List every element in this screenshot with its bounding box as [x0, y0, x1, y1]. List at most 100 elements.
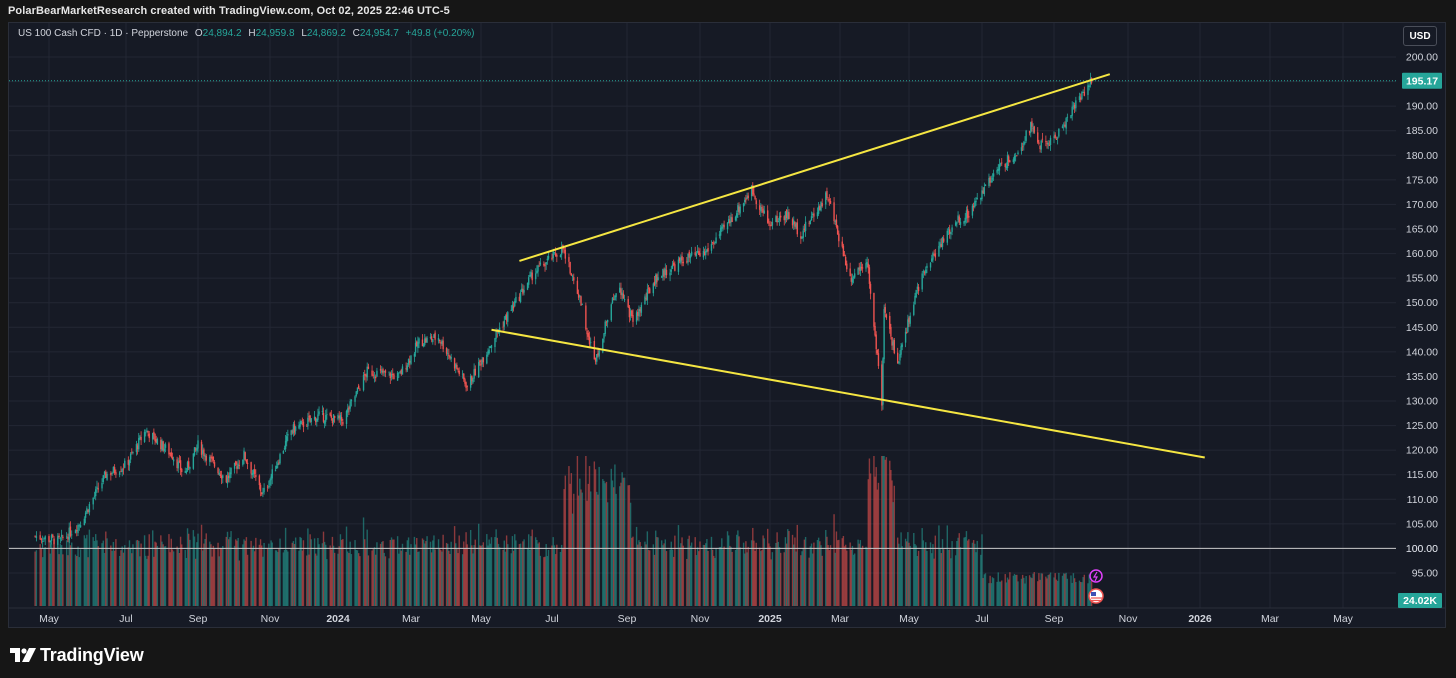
volume-bar — [696, 547, 699, 606]
volume-bar — [587, 483, 589, 606]
candle-body — [755, 200, 757, 205]
candle-body — [432, 339, 434, 343]
volume-bar — [778, 547, 781, 606]
candle-body — [571, 275, 574, 277]
candle-body — [529, 274, 531, 277]
volume-bar — [322, 531, 325, 606]
candle-body — [1048, 144, 1051, 146]
volume-bar — [522, 541, 524, 606]
volume-bar — [339, 534, 342, 606]
volume-bar — [523, 539, 525, 606]
volume-tag-label: 24.02K — [1403, 595, 1437, 607]
volume-bar — [185, 558, 188, 606]
candle-body — [434, 332, 436, 340]
candle-body — [323, 421, 326, 424]
candle-body — [65, 536, 68, 538]
volume-bar — [478, 523, 480, 606]
candle-body — [882, 358, 884, 405]
volume-bar — [543, 557, 545, 606]
candle-body — [1013, 155, 1016, 161]
volume-bar — [326, 559, 328, 606]
volume-bar — [1004, 574, 1006, 606]
volume-bar — [504, 551, 507, 606]
volume-bar — [164, 546, 167, 606]
volume-bar — [932, 544, 934, 606]
candle-body — [997, 168, 999, 171]
candle-body — [990, 180, 992, 182]
volume-bar — [851, 545, 854, 606]
volume-bar — [669, 549, 671, 606]
candle-body — [528, 277, 530, 285]
candle-body — [48, 536, 50, 542]
candle-body — [426, 337, 428, 343]
candle-body — [913, 304, 915, 315]
symbol-legend[interactable]: US 100 Cash CFD · 1D · Pepperstone O24,8… — [18, 28, 474, 39]
volume-bar — [212, 545, 215, 606]
volume-bar — [407, 537, 410, 606]
candle-body — [218, 472, 220, 475]
candle-body — [383, 371, 385, 372]
candle-body — [778, 216, 781, 221]
volume-bar — [246, 554, 249, 606]
volume-bar — [896, 537, 899, 606]
volume-bar — [610, 468, 612, 606]
volume-bar — [703, 545, 706, 606]
candle-body — [1045, 141, 1047, 142]
candle-body — [752, 185, 754, 195]
candle-body — [507, 312, 509, 322]
volume-bar — [1013, 573, 1016, 606]
volume-bar — [787, 529, 789, 606]
open-label: O — [194, 28, 203, 39]
change-value: +49.8 (+0.20%) — [405, 28, 475, 39]
candle-body — [290, 430, 292, 436]
volume-bar — [775, 542, 777, 606]
volume-bar — [93, 540, 96, 606]
volume-bar — [323, 541, 326, 606]
volume-bar — [906, 541, 908, 606]
volume-bar — [203, 543, 205, 606]
volume-bar — [469, 530, 472, 606]
volume-bar — [113, 550, 116, 606]
candle-body — [382, 369, 384, 374]
candle-body — [371, 370, 373, 376]
candle-body — [313, 416, 316, 420]
candle-body — [1070, 115, 1072, 119]
candle-body — [424, 338, 426, 345]
lightning-event-icon — [1089, 569, 1103, 583]
volume-bar — [255, 537, 257, 606]
chart-panel[interactable] — [8, 22, 1446, 628]
volume-bar — [690, 542, 693, 606]
symbol-name[interactable]: US 100 Cash CFD · 1D · Pepperstone — [18, 28, 189, 39]
volume-bar — [321, 543, 324, 606]
candle-body — [330, 415, 333, 418]
candle-body — [449, 355, 451, 359]
candle-body — [238, 464, 241, 466]
candle-body — [440, 342, 442, 344]
candle-body — [373, 376, 376, 378]
volume-bar — [497, 543, 500, 606]
volume-bar — [74, 554, 77, 606]
candle-body — [657, 277, 659, 281]
volume-bar — [389, 539, 392, 606]
tradingview-logo[interactable]: TradingView — [10, 644, 144, 666]
candle-body — [135, 444, 138, 453]
candle-body — [68, 527, 70, 540]
volume-bar — [954, 555, 957, 606]
candle-body — [800, 236, 802, 239]
candle-body — [1033, 126, 1035, 133]
volume-bar — [507, 544, 509, 606]
volume-bar — [413, 536, 416, 606]
volume-bar — [933, 558, 935, 606]
volume-bar — [689, 545, 692, 606]
volume-bar — [1079, 582, 1082, 606]
volume-bar — [152, 530, 154, 606]
volume-bar — [1081, 582, 1083, 606]
volume-bar — [946, 525, 948, 606]
volume-bar — [1049, 572, 1052, 606]
candle-body — [250, 462, 252, 474]
volume-bar — [1088, 574, 1090, 606]
candle-body — [261, 492, 263, 495]
volume-bar — [1063, 573, 1065, 606]
currency-button[interactable]: USD — [1403, 26, 1437, 46]
